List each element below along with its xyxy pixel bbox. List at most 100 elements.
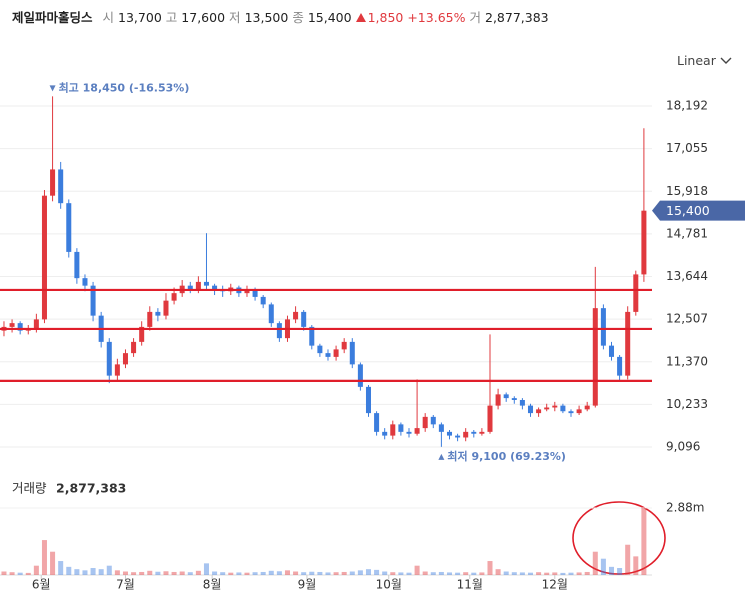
candle-body [576, 409, 582, 414]
volume-bar [568, 572, 574, 575]
last-price-tag [652, 200, 745, 221]
volume-bar [9, 572, 15, 575]
volume-bar [625, 544, 631, 575]
volume-bar [179, 571, 185, 575]
candle-body [244, 289, 250, 294]
volume-bar [617, 568, 623, 575]
candle-body [519, 399, 525, 406]
volume-bar [495, 569, 501, 575]
volume-bar [139, 571, 145, 575]
volume-bar [171, 571, 177, 575]
candle-body [252, 289, 258, 297]
candle-body [357, 364, 363, 387]
candle-body [471, 431, 477, 434]
volume-bar [406, 572, 412, 575]
volume-bar [90, 568, 96, 575]
chevron[interactable] [720, 57, 732, 65]
candle-body [195, 281, 201, 290]
up-arrow [355, 13, 366, 22]
y-tick-label: 14,781 [666, 226, 708, 240]
y-tick-label: 9,096 [666, 440, 700, 454]
last-price-label: 15,400 [666, 203, 710, 218]
candle-body [268, 304, 274, 324]
volume-bar [471, 572, 477, 575]
volume-bar [527, 572, 534, 575]
quote-label: 종 [292, 10, 304, 25]
candle-body [114, 364, 120, 376]
candle-body [260, 296, 266, 305]
volume-bar [463, 572, 469, 575]
annotation-marker [49, 85, 56, 92]
candle-body [66, 203, 72, 252]
volume-bar [82, 570, 88, 575]
volume-bar [212, 571, 218, 575]
candle-body [382, 431, 388, 436]
x-tick-label: 8월 [203, 578, 222, 592]
volume-bar [163, 571, 169, 575]
volume-bar [341, 571, 347, 575]
volume-bar [268, 570, 274, 575]
candle-body [544, 407, 550, 410]
volume-bar [455, 572, 461, 575]
volume-bar [374, 569, 380, 575]
x-tick-label: 7월 [116, 578, 135, 592]
volume-bar [422, 571, 428, 575]
candle-body [131, 341, 137, 354]
candle-body [592, 308, 598, 406]
volume-bar [106, 565, 112, 575]
volume-bar [58, 561, 64, 575]
candle-body [600, 308, 606, 346]
candle-body [203, 281, 209, 286]
volume-bar [309, 571, 315, 575]
volume-bar [382, 571, 388, 575]
candle-body [463, 431, 469, 438]
quote-label: 시 [102, 10, 115, 25]
volume-bar [252, 572, 258, 575]
annotation: 최고 18,450 (-16.53%) [59, 80, 190, 94]
y-tick-label: 18,192 [666, 99, 708, 113]
quote-value: 15,400 [307, 10, 352, 25]
highlight-circle [572, 501, 666, 575]
candle-body [212, 285, 218, 290]
quote-label: 거 [469, 10, 481, 25]
volume-bar [147, 570, 153, 575]
volume-bar [641, 508, 647, 575]
candle-body [58, 169, 64, 204]
candle-body [122, 353, 128, 365]
candle-body [163, 300, 169, 316]
volume-bar [479, 572, 485, 575]
volume-bar [98, 569, 104, 575]
quote-value: 17,600 [181, 10, 226, 25]
candle-body [617, 356, 623, 376]
scale-mode-dropdown[interactable]: Linear [677, 53, 732, 68]
candle-body [536, 409, 542, 414]
y-tick-label: 10,233 [666, 397, 708, 411]
volume-bar [25, 572, 31, 575]
y-tick-label: 17,055 [666, 141, 708, 155]
volume-bar [519, 572, 525, 575]
candle-body [560, 405, 566, 412]
candle-body [390, 424, 396, 436]
candle-body [139, 326, 145, 342]
y-tick-label: 13,644 [666, 269, 708, 283]
candle-body [552, 405, 558, 408]
volume-bar [220, 572, 226, 575]
volume-bar [66, 566, 72, 575]
stock-name: 제일파마홀딩스 [12, 10, 93, 25]
candle-body [422, 416, 428, 429]
candle-body [155, 311, 161, 316]
quote-label: 고 [165, 10, 178, 25]
candle-body [414, 428, 420, 434]
x-tick-label: 10월 [376, 578, 402, 592]
volume-bar [560, 572, 566, 575]
scale-mode[interactable]: Linear [677, 53, 716, 68]
candle-body [333, 349, 339, 357]
candle-body [608, 345, 615, 357]
candle-body [293, 311, 299, 320]
volume-bar [187, 572, 193, 575]
candle-body [430, 416, 436, 425]
candle-body [527, 405, 534, 414]
volume-bar [487, 561, 493, 575]
candle-body [406, 431, 412, 434]
volume-bar [608, 566, 615, 575]
